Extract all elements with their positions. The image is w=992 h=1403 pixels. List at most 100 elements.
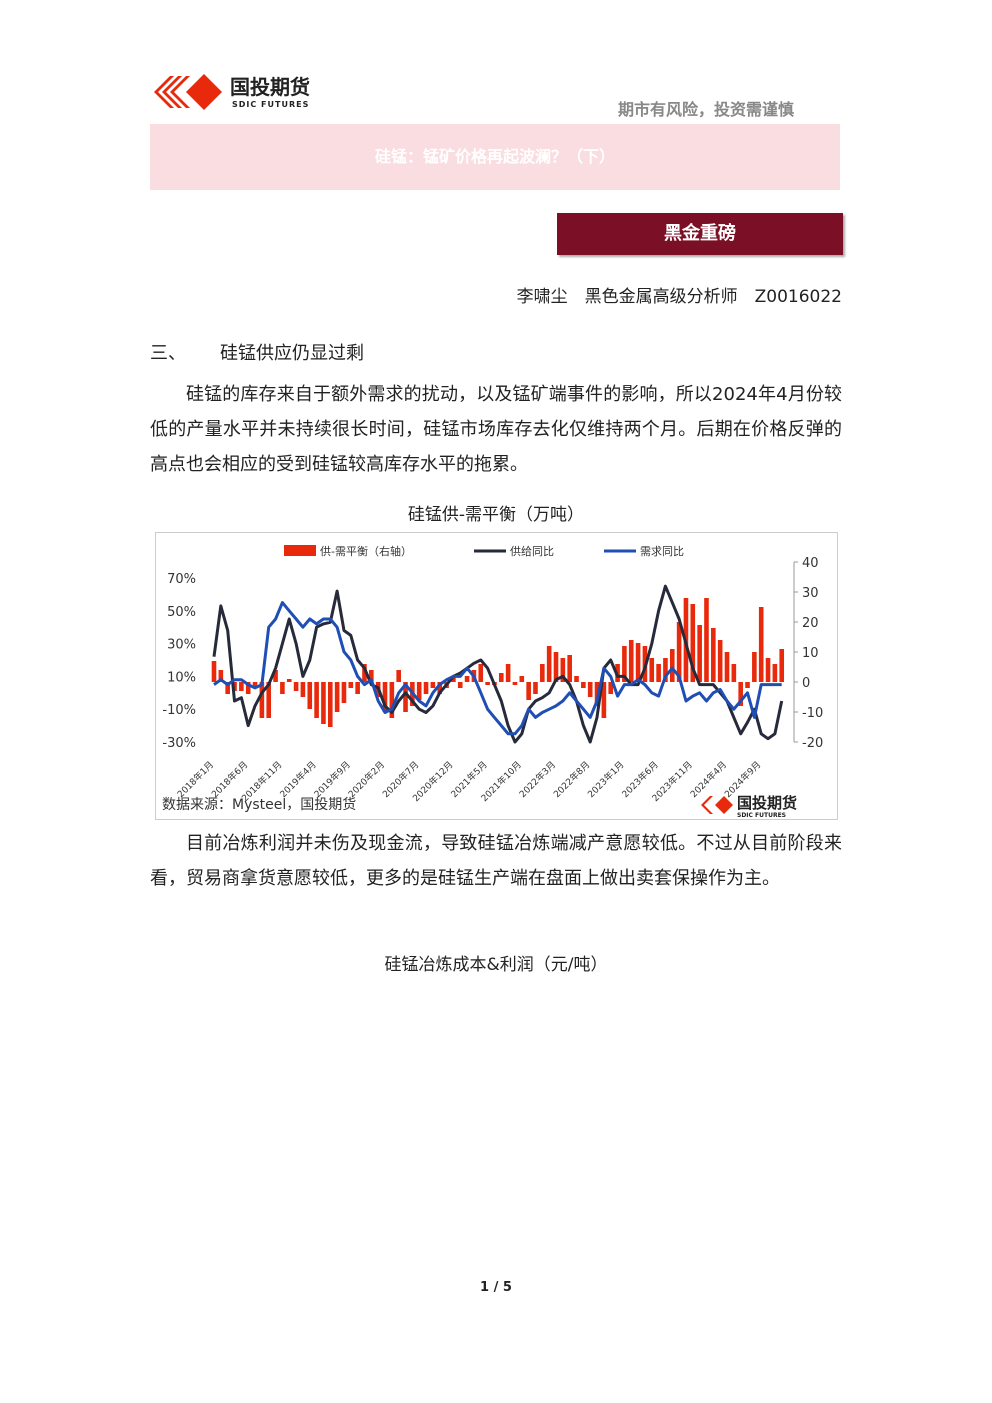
y-tick-label: -30% xyxy=(162,736,196,751)
y-tick-label: 70% xyxy=(167,572,196,587)
bar xyxy=(711,628,716,682)
bar xyxy=(676,622,682,682)
bar xyxy=(211,661,217,682)
paragraph: 硅锰的库存来自于额外需求的扰动，以及锰矿端事件的影响，所以2024年4月份较低的… xyxy=(150,384,842,475)
page-number: 1 / 5 xyxy=(480,1280,512,1295)
bar xyxy=(266,682,272,718)
bar xyxy=(724,652,730,682)
line xyxy=(212,584,784,744)
y2-tick-label: 30 xyxy=(802,586,819,601)
logo: 国投期货 SDIC FUTURES xyxy=(154,74,310,110)
bar xyxy=(239,682,244,691)
y2-tick-label: -10 xyxy=(802,706,823,721)
bar xyxy=(218,670,224,682)
bar xyxy=(478,664,484,682)
logo-shape xyxy=(715,796,733,814)
bar xyxy=(457,682,463,688)
y-tick-label: 50% xyxy=(167,605,196,620)
bar xyxy=(389,682,395,718)
bar xyxy=(362,664,367,682)
y2-tick-label: 20 xyxy=(802,616,819,631)
bar xyxy=(437,682,443,694)
bar xyxy=(273,670,278,682)
bar xyxy=(286,679,292,682)
bar xyxy=(717,640,723,682)
bar xyxy=(669,649,675,682)
bar xyxy=(252,682,258,688)
bar xyxy=(498,673,504,682)
y-tick-label: 10% xyxy=(167,670,196,685)
bar xyxy=(567,655,572,682)
bar xyxy=(738,682,743,706)
bar xyxy=(327,682,333,727)
bar xyxy=(731,664,737,682)
bar xyxy=(451,676,456,682)
logo-en: SDIC FUTURES xyxy=(232,100,309,109)
bar xyxy=(526,682,531,700)
legend-label: 供给同比 xyxy=(510,544,554,558)
bar xyxy=(704,598,709,682)
bar xyxy=(403,682,408,712)
section-title: 硅锰供应仍显过剩 xyxy=(220,343,364,364)
bar xyxy=(752,652,757,682)
legend-item: 供-需平衡（右轴） xyxy=(284,544,412,558)
bar xyxy=(396,670,401,682)
banner: 硅锰：锰矿价格再起波澜？（下） xyxy=(150,124,840,190)
bar xyxy=(649,658,655,682)
y-tick-label: 30% xyxy=(167,638,196,653)
bar xyxy=(348,682,354,688)
bar xyxy=(280,682,285,694)
chart-source: 数据来源：Mysteel，国投期货 xyxy=(162,796,356,813)
section-number: 三、 xyxy=(150,343,186,364)
bar xyxy=(772,664,778,682)
bar xyxy=(416,682,422,700)
bar xyxy=(663,658,668,682)
bar xyxy=(581,682,586,688)
legend-item: 需求同比 xyxy=(604,545,684,558)
bar xyxy=(697,625,702,682)
bar xyxy=(259,682,265,718)
legend-label: 需求同比 xyxy=(640,545,684,558)
y2-tick-label: 10 xyxy=(802,646,819,661)
bar xyxy=(355,682,360,694)
bar xyxy=(321,682,326,724)
paragraph: 目前冶炼利润并未伤及现金流，导致硅锰冶炼端减产意愿较低。不过从目前阶段来看，贸易… xyxy=(150,833,842,889)
bar xyxy=(546,646,552,682)
bar xyxy=(779,649,785,682)
bar xyxy=(560,658,566,682)
bar xyxy=(341,682,347,703)
bar xyxy=(245,682,251,694)
bar xyxy=(485,682,490,685)
bar xyxy=(512,682,518,685)
bar xyxy=(656,664,661,682)
bar xyxy=(300,682,306,697)
bar xyxy=(553,652,559,682)
bar xyxy=(293,682,299,691)
y2-tick-label: 0 xyxy=(802,676,810,691)
bar xyxy=(519,676,525,682)
chart2-title: 硅锰冶炼成本&利润（元/吨） xyxy=(384,955,608,975)
chart: -30%-10%10%30%50%70%-20-100102030402018年… xyxy=(155,532,838,820)
bar xyxy=(307,682,313,709)
bar xyxy=(574,676,579,682)
y-tick-label: -10% xyxy=(162,703,196,718)
bar xyxy=(587,682,593,697)
bar xyxy=(225,682,230,694)
bar xyxy=(745,682,750,688)
bar xyxy=(635,643,641,682)
bar xyxy=(464,676,470,682)
line xyxy=(213,601,782,736)
legend-item: 供给同比 xyxy=(474,544,554,558)
bar xyxy=(369,670,374,682)
y2-tick-label: -20 xyxy=(802,736,823,751)
bar xyxy=(622,646,627,682)
column-tab: 黑金重磅 xyxy=(557,213,843,255)
author: 李啸尘 黑色金属高级分析师 Z0016022 xyxy=(516,287,842,307)
bar xyxy=(334,682,340,712)
legend-swatch xyxy=(284,545,316,556)
bar xyxy=(601,682,607,718)
bar xyxy=(533,682,538,694)
bar xyxy=(628,640,634,682)
bar xyxy=(765,658,771,682)
legend-label: 供-需平衡（右轴） xyxy=(320,544,412,558)
